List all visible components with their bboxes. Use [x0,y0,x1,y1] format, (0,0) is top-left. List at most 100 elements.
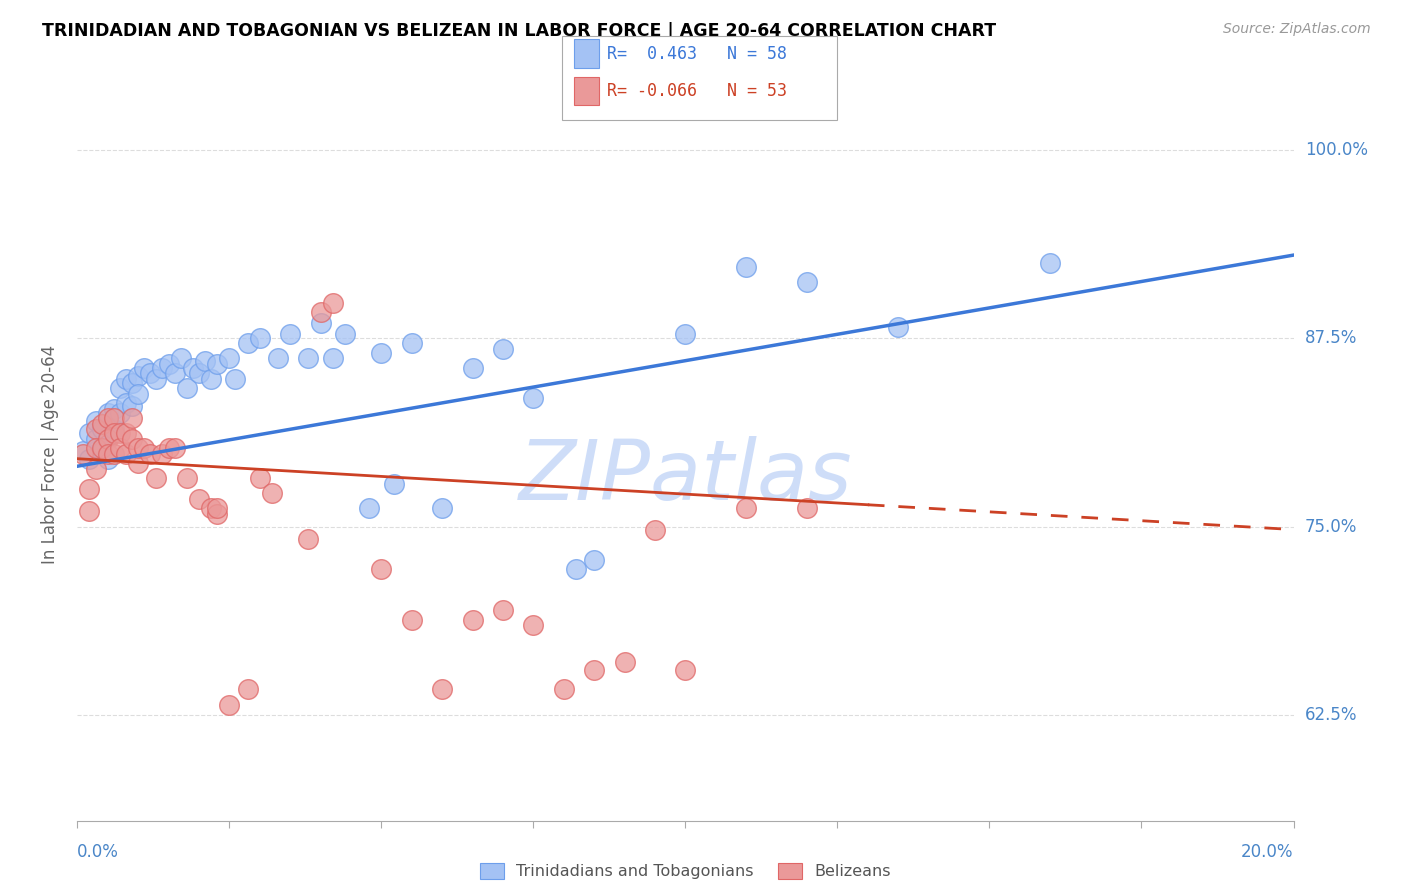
Point [108,381,131,395]
Legend: Trinidadians and Tobagonians, Belizeans: Trinidadians and Tobagonians, Belizeans [474,856,897,886]
Point [145,372,167,386]
Point [430,682,453,697]
Point [103,447,125,461]
Point [176,471,198,485]
Point [152,447,174,461]
Point [127,441,149,455]
Point [401,335,423,350]
Point [79,425,101,440]
Point [249,471,271,485]
Point [97,429,120,443]
Point [267,351,290,365]
Point [205,357,228,371]
Point [430,501,453,516]
Point [359,501,381,516]
Point [97,411,120,425]
Point [127,368,149,383]
Point [675,663,697,677]
Point [108,407,131,421]
Point [382,477,405,491]
Point [97,407,120,421]
Point [90,444,112,458]
Point [134,361,156,376]
Point [157,441,180,455]
Point [218,351,240,365]
Point [401,613,423,627]
Point [90,421,112,435]
Point [108,441,131,455]
Point [103,401,125,416]
Point [97,451,120,466]
Point [84,432,107,446]
Point [108,425,131,440]
Point [218,698,240,712]
Point [176,381,198,395]
Point [492,602,515,616]
Point [309,305,332,319]
Point [322,296,344,310]
Point [139,447,162,461]
Point [553,682,575,697]
Point [309,316,332,330]
Point [79,482,101,496]
Point [181,361,204,376]
Text: R=  0.463   N = 58: R= 0.463 N = 58 [607,45,787,62]
Point [97,447,120,461]
Point [115,447,138,461]
Point [127,387,149,401]
Point [735,501,758,516]
Point [103,425,125,440]
Text: Source: ZipAtlas.com: Source: ZipAtlas.com [1223,22,1371,37]
Point [188,366,211,380]
Point [103,411,125,425]
Point [887,320,910,334]
Point [152,361,174,376]
Point [145,471,167,485]
Text: 75.0%: 75.0% [1305,517,1357,535]
Point [297,351,319,365]
Text: 62.5%: 62.5% [1305,706,1357,724]
Point [565,562,588,576]
Point [115,425,138,440]
Text: TRINIDADIAN AND TOBAGONIAN VS BELIZEAN IN LABOR FORCE | AGE 20-64 CORRELATION CH: TRINIDADIAN AND TOBAGONIAN VS BELIZEAN I… [42,22,997,40]
Text: 100.0%: 100.0% [1305,141,1368,159]
Text: ZIPatlas: ZIPatlas [519,436,852,517]
Point [322,351,344,365]
Point [84,421,107,435]
Y-axis label: In Labor Force | Age 20-64: In Labor Force | Age 20-64 [41,345,59,565]
Point [370,346,392,360]
Point [163,366,186,380]
Point [79,504,101,518]
Point [170,351,193,365]
Point [333,326,356,341]
Point [115,372,138,386]
Point [675,326,697,341]
Point [644,523,666,537]
Point [188,492,211,507]
Point [205,508,228,522]
Point [735,260,758,275]
Point [249,331,271,345]
Point [205,501,228,516]
Point [1039,255,1062,269]
Text: 20.0%: 20.0% [1241,843,1294,861]
Point [121,432,143,446]
Point [72,447,94,461]
Point [522,392,544,406]
Point [97,432,120,446]
Point [139,366,162,380]
Point [121,399,143,413]
Point [796,501,818,516]
Point [796,275,818,289]
Point [583,663,606,677]
Point [236,682,259,697]
Point [613,655,636,669]
Point [200,501,222,516]
Point [121,411,143,425]
Point [260,486,283,500]
Point [134,441,156,455]
Point [461,361,484,376]
Point [194,353,217,368]
Point [163,441,186,455]
Point [90,441,112,455]
